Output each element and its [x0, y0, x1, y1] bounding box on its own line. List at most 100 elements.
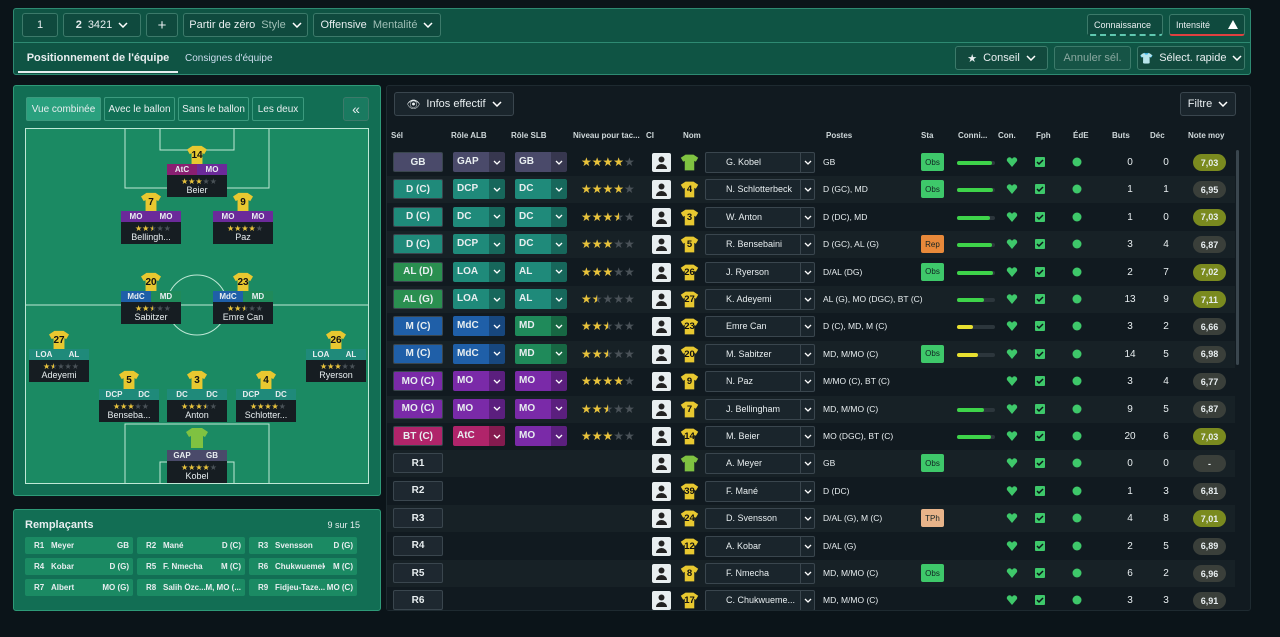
name-select[interactable]: W. Anton	[705, 206, 815, 228]
style-select[interactable]: Partir de zéro Style	[183, 13, 308, 37]
substitute-row[interactable]: R6 Chukwuemeka M (C)	[249, 558, 357, 575]
table-row[interactable]: AL (D) LOA AL ★★★★★★★★★★ 26 J. Ryerson D/AL (D…	[387, 258, 1235, 286]
name-select[interactable]: D. Svensson	[705, 508, 815, 530]
role-label: DCP	[457, 238, 479, 250]
name-select[interactable]: Emre Can	[705, 316, 815, 338]
role-select[interactable]: DC	[453, 206, 505, 227]
name-select[interactable]: A. Meyer	[705, 453, 815, 475]
table-row[interactable]: R4 12 A. Kobar D/AL (G) 2 5 6,89	[387, 532, 1235, 560]
substitute-row[interactable]: R5 F. Nmecha M (C)	[137, 558, 245, 575]
role-select[interactable]: MO	[515, 398, 567, 419]
table-row[interactable]: R1 A. Meyer GB Obs 0 0 -	[387, 450, 1235, 478]
positions: D/AL (DG)	[823, 266, 863, 277]
table-row[interactable]: R2 39 F. Mané D (DC) 1 3 6,81	[387, 477, 1235, 505]
column-header: Con.	[998, 131, 1016, 140]
pitch-tab[interactable]: Les deux	[252, 97, 304, 121]
substitute-row[interactable]: R9 Fidjeu-Taze... MO (C)	[249, 579, 357, 596]
role-select[interactable]: GAP	[453, 152, 505, 172]
icons	[1006, 239, 1082, 250]
collapse-button[interactable]: «	[343, 97, 369, 121]
cancel-button[interactable]: Annuler sél.	[1054, 46, 1131, 70]
role-chip: DC	[129, 389, 159, 400]
shirt: 23	[680, 317, 699, 336]
name-select[interactable]: J. Ryerson	[705, 261, 815, 283]
formation-select[interactable]: 2 3421	[63, 13, 141, 37]
table-row[interactable]: R6 17 C. Chukwueme... MD, M/MO (C) 3 3 6,91	[387, 587, 1235, 610]
name-select[interactable]: N. Schlotterbeck	[705, 179, 815, 201]
role-select[interactable]: AL	[515, 289, 567, 309]
role-select[interactable]: AL	[515, 261, 567, 282]
player-card: ★★★★★★★★★★Adeyemi	[29, 360, 89, 382]
name-select[interactable]: M. Beier	[705, 426, 815, 447]
role-select[interactable]: GB	[515, 152, 567, 172]
substitute-row[interactable]: R8 Salih Özc... M, MO (...	[137, 579, 245, 596]
role-select[interactable]: MdC	[453, 316, 505, 337]
table-row[interactable]: AL (G) LOA AL ★★★★★★★★★★ 27 K. Adeyemi AL (G),…	[387, 286, 1235, 313]
name-select[interactable]: K. Adeyemi	[705, 289, 815, 310]
mentality-select[interactable]: Offensive Mentalité	[313, 13, 441, 37]
substitute-row[interactable]: R4 Kobar D (G)	[25, 558, 133, 575]
role-select[interactable]: LOA	[453, 261, 505, 282]
tab[interactable]: Consignes d'équipe	[185, 44, 275, 73]
role-select[interactable]: DC	[515, 234, 567, 255]
role-select[interactable]: MO	[453, 371, 505, 392]
name-select[interactable]: G. Kobel	[705, 152, 815, 173]
knowledge-track	[957, 161, 995, 165]
knowledge[interactable]: Connaissance	[1087, 14, 1163, 36]
name-select[interactable]: F. Mané	[705, 480, 815, 502]
role-select[interactable]: DC	[515, 206, 567, 227]
slot-button[interactable]: 1	[22, 13, 58, 37]
player-name: R. Bensebaini	[726, 239, 783, 250]
name-select[interactable]: R. Bensebaini	[705, 234, 815, 256]
substitute-row[interactable]: R2 Mané D (C)	[137, 537, 245, 554]
ci-icon	[652, 290, 671, 309]
role-select[interactable]: DC	[515, 179, 567, 200]
role-select[interactable]: MD	[515, 316, 567, 337]
table-row[interactable]: BT (C) AtC MO ★★★★★★★★★★ 14 M. Beier MO (DGC),…	[387, 423, 1235, 450]
role-select[interactable]: MO	[453, 398, 505, 419]
role-select[interactable]: DCP	[453, 179, 505, 200]
tab-label: Positionnement de l'équipe	[26, 51, 170, 64]
table-row[interactable]: R3 24 D. Svensson D/AL (G), M (C) TPh 4 8 7,01	[387, 505, 1235, 533]
chevron-box	[551, 371, 567, 392]
name-select[interactable]: J. Bellingham	[705, 398, 815, 420]
quick-select-button[interactable]: 👕 Sélect. rapide	[1137, 46, 1245, 70]
role-select[interactable]: MD	[515, 343, 567, 364]
role-select[interactable]: MO	[515, 371, 567, 392]
table-row[interactable]: MO (C) MO MO ★★★★★★★★★★ 9 N. Paz M/MO (C), BT …	[387, 368, 1235, 396]
name-select[interactable]: N. Paz	[705, 371, 815, 393]
table-row[interactable]: D (C) DCP DC ★★★★★★★★★★ 5 R. Bensebaini D (GC)…	[387, 231, 1235, 259]
substitute-row[interactable]: R1 Meyer GB	[25, 537, 133, 554]
add-button[interactable]: +	[146, 13, 178, 37]
table-row[interactable]: MO (C) MO MO ★★★★★★★★★★ 7 J. Bellingham MD, M/…	[387, 395, 1235, 423]
table-row[interactable]: M (C) MdC MD ★★★★★★★★★★ 20 M. Sabitzer MD, M/M…	[387, 340, 1235, 368]
name-select[interactable]: C. Chukwueme...	[705, 590, 815, 610]
table-row[interactable]: R5 8 F. Nmecha MD, M/MO (C) Obs 6 2 6,96	[387, 560, 1235, 587]
name-select[interactable]: F. Nmecha	[705, 563, 815, 584]
icons	[1006, 403, 1082, 414]
role-chip: LOA	[29, 349, 59, 360]
pitch-tab[interactable]: Avec le ballon	[104, 97, 175, 121]
role-select[interactable]: DCP	[453, 234, 505, 255]
substitute-row[interactable]: R3 Svensson D (G)	[249, 537, 357, 554]
name-select[interactable]: M. Sabitzer	[705, 343, 815, 365]
table-row[interactable]: GB GAP GB ★★★★★★★★★★ G. Kobel GB Obs 0 0 7,03	[387, 149, 1235, 176]
role-select[interactable]: AtC	[453, 426, 505, 446]
substitute-row[interactable]: R7 Albert MO (G)	[25, 579, 133, 596]
pitch-tab[interactable]: Vue combinée	[26, 97, 101, 121]
intensity[interactable]: Intensité	[1169, 14, 1245, 36]
tab-active[interactable]: Positionnement de l'équipe	[18, 44, 178, 73]
positions: MD, M/MO (C)	[823, 348, 879, 359]
player-card: ★★★★★★★★★★Paz	[213, 222, 273, 244]
role-select[interactable]: MO	[515, 426, 567, 446]
role-select[interactable]: LOA	[453, 289, 505, 309]
pitch-tab[interactable]: Sans le ballon	[178, 97, 249, 121]
role-select[interactable]: MdC	[453, 343, 505, 364]
filter-button[interactable]: Filtre	[1180, 92, 1236, 116]
name-select[interactable]: A. Kobar	[705, 535, 815, 557]
table-row[interactable]: D (C) DC DC ★★★★★★★★★★ 3 W. Anton D (DC), MD 1 0…	[387, 203, 1235, 231]
view-select[interactable]: 👁 Infos effectif	[394, 92, 514, 116]
table-row[interactable]: D (C) DCP DC ★★★★★★★★★★ 4 N. Schlotterbeck D (…	[387, 176, 1235, 204]
advice-button[interactable]: ★ Conseil	[955, 46, 1048, 70]
